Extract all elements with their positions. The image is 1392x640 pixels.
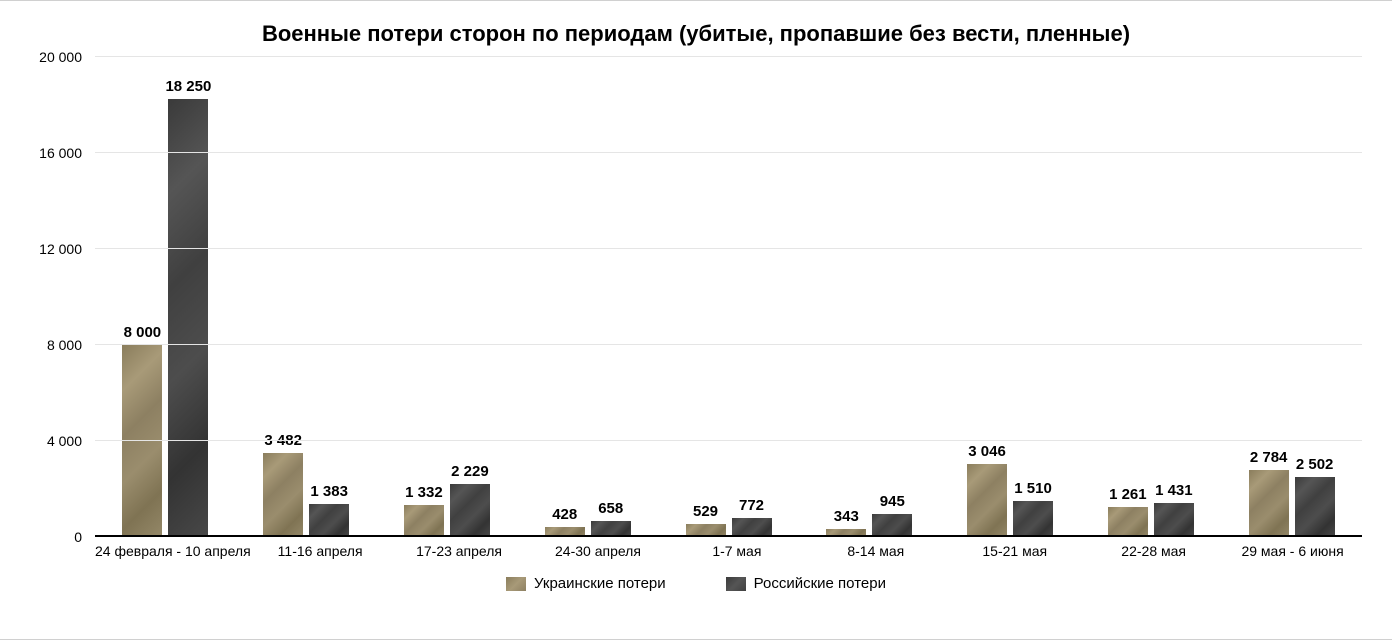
bar-value-label: 2 502	[1296, 456, 1334, 473]
bar-ru	[309, 504, 349, 537]
gridline	[95, 344, 1362, 345]
bar-value-label: 1 510	[1014, 480, 1052, 497]
bar-ua	[1249, 470, 1289, 537]
bar-wrap-ru: 2 502	[1295, 456, 1335, 537]
x-axis-labels: 24 февраля - 10 апреля11-16 апреля17-23 …	[95, 539, 1362, 567]
bar-value-label: 772	[739, 497, 764, 514]
y-tick-label: 8 000	[47, 337, 82, 353]
gridline	[95, 440, 1362, 441]
bar-group: 1 261 1 431	[1080, 57, 1221, 537]
bar-wrap-ru: 1 510	[1013, 480, 1053, 537]
bar-groups: 8 000 18 250 3 482 1 383 1 332 2 229 428 658 529…	[95, 57, 1362, 537]
bar-ru	[872, 514, 912, 537]
bar-wrap-ua: 3 482	[263, 432, 303, 537]
bar-wrap-ru: 658	[591, 500, 631, 537]
gridline	[95, 56, 1362, 57]
bar-value-label: 1 383	[310, 483, 348, 500]
bar-ua	[404, 505, 444, 537]
bar-wrap-ru: 18 250	[168, 78, 208, 537]
bar-wrap-ru: 1 383	[309, 483, 349, 537]
bar-value-label: 2 229	[451, 463, 489, 480]
bar-value-label: 343	[834, 508, 859, 525]
bar-value-label: 2 784	[1250, 449, 1288, 466]
x-tick-label: 1-7 мая	[667, 539, 806, 567]
bar-wrap-ru: 1 431	[1154, 482, 1194, 537]
bar-value-label: 945	[880, 493, 905, 510]
bar-group: 428 658	[517, 57, 658, 537]
legend-label-ua: Украинские потери	[534, 575, 666, 592]
x-tick-label: 15-21 мая	[945, 539, 1084, 567]
bar-wrap-ru: 772	[732, 497, 772, 537]
bar-group: 2 784 2 502	[1221, 57, 1362, 537]
x-tick-label: 17-23 апреля	[390, 539, 529, 567]
x-tick-label: 22-28 мая	[1084, 539, 1223, 567]
bar-ru	[1154, 503, 1194, 537]
bar-ru	[1295, 477, 1335, 537]
bar-ua	[967, 464, 1007, 537]
plot-region: 04 0008 00012 00016 00020 000 8 00018 25…	[30, 57, 1362, 567]
bar-wrap-ru: 945	[872, 493, 912, 537]
bar-group: 343 945	[799, 57, 940, 537]
bar-value-label: 428	[552, 506, 577, 523]
bar-wrap-ua: 1 332	[404, 484, 444, 537]
x-axis-line	[95, 535, 1362, 537]
chart-title: Военные потери сторон по периодам (убиты…	[30, 21, 1362, 47]
bar-value-label: 529	[693, 503, 718, 520]
x-tick-label: 8-14 мая	[806, 539, 945, 567]
bar-wrap-ua: 1 261	[1108, 486, 1148, 537]
bar-ua	[1108, 507, 1148, 537]
bar-value-label: 658	[598, 500, 623, 517]
bar-wrap-ua: 343	[826, 508, 866, 537]
bar-wrap-ru: 2 229	[450, 463, 490, 537]
y-tick-label: 12 000	[39, 241, 82, 257]
bar-ua	[263, 453, 303, 537]
bar-wrap-ua: 428	[545, 506, 585, 537]
y-tick-label: 4 000	[47, 433, 82, 449]
bar-ru	[450, 484, 490, 537]
chart-container: Военные потери сторон по периодам (убиты…	[0, 1, 1392, 639]
y-axis: 04 0008 00012 00016 00020 000	[30, 57, 90, 537]
x-tick-label: 29 мая - 6 июня	[1223, 539, 1362, 567]
x-tick-label: 24-30 апреля	[529, 539, 668, 567]
bar-wrap-ua: 3 046	[967, 443, 1007, 537]
bar-group: 1 332 2 229	[377, 57, 518, 537]
legend-label-ru: Российские потери	[754, 575, 886, 592]
bar-ru	[168, 99, 208, 537]
bar-group: 529 772	[658, 57, 799, 537]
bar-group: 3 046 1 510	[940, 57, 1081, 537]
bar-ru	[1013, 501, 1053, 537]
gridline	[95, 248, 1362, 249]
bar-value-label: 1 261	[1109, 486, 1147, 503]
plot-area: 8 000 18 250 3 482 1 383 1 332 2 229 428 658 529…	[95, 57, 1362, 537]
bar-value-label: 1 431	[1155, 482, 1193, 499]
y-tick-label: 20 000	[39, 49, 82, 65]
bar-group: 3 482 1 383	[236, 57, 377, 537]
legend-item-ua: Украинские потери	[506, 575, 666, 592]
legend-item-ru: Российские потери	[726, 575, 886, 592]
bar-wrap-ua: 529	[686, 503, 726, 537]
y-tick-label: 16 000	[39, 145, 82, 161]
bar-value-label: 18 250	[165, 78, 211, 95]
legend-swatch-ru	[726, 577, 746, 591]
bar-value-label: 8 000	[124, 324, 162, 341]
legend: Украинские потери Российские потери	[30, 575, 1362, 592]
bar-wrap-ua: 2 784	[1249, 449, 1289, 537]
bar-wrap-ua: 8 000	[122, 324, 162, 537]
bar-value-label: 3 046	[968, 443, 1006, 460]
bar-group: 8 000 18 250	[95, 57, 236, 537]
y-tick-label: 0	[74, 529, 82, 545]
gridline	[95, 152, 1362, 153]
x-tick-label: 24 февраля - 10 апреля	[95, 539, 251, 567]
legend-swatch-ua	[506, 577, 526, 591]
bar-value-label: 1 332	[405, 484, 443, 501]
x-tick-label: 11-16 апреля	[251, 539, 390, 567]
bar-ua	[122, 345, 162, 537]
